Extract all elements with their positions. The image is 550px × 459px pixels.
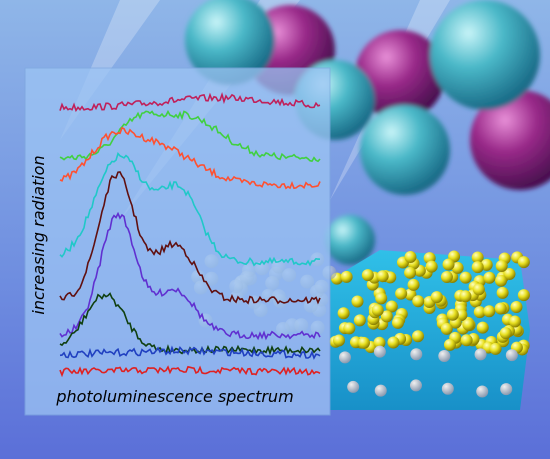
particle [495,274,508,287]
spectra [59,92,321,378]
particle [385,300,398,313]
particle [373,336,386,349]
particle [395,287,408,300]
particle [351,295,364,308]
particle [332,334,345,347]
particle [375,292,388,305]
x-label: photoluminescence spectrum [55,387,293,406]
particle [380,310,393,323]
spectrum-curve [59,365,321,378]
sphere [438,350,451,363]
particle [391,316,404,329]
particle [412,295,425,308]
particle [459,271,472,284]
particle [508,315,521,328]
particle [471,251,484,264]
spectrum-curve [59,92,321,113]
spectrum-curve [59,211,321,341]
sphere [505,349,518,362]
particle [357,336,370,349]
particle [473,306,486,319]
nanoparticles [329,250,530,356]
sphere [339,351,352,364]
particle [517,256,530,269]
particle [337,307,350,320]
spectrum-curve [59,171,321,305]
particle [343,322,356,335]
particle [499,327,512,340]
particle [483,271,496,284]
particle [480,258,493,271]
sphere [500,383,513,396]
particle [404,288,417,301]
spectrum-curve [59,345,321,360]
particle [510,301,523,314]
particle [442,258,455,271]
particle [404,251,417,264]
particle [411,330,424,343]
particle [496,286,509,299]
particle [407,278,420,291]
sphere [347,380,360,393]
spectrum-curve [59,109,321,163]
particle [451,261,464,274]
particle [476,321,489,334]
particle [361,269,374,282]
particle [404,266,417,279]
particle [494,302,507,315]
sphere [373,345,386,358]
sphere [410,348,423,361]
particle [443,338,456,351]
sphere [476,385,489,398]
particle [340,270,353,283]
particle [446,308,459,321]
spectrum-curve [59,126,321,190]
particle [440,270,453,283]
particle [483,305,496,318]
particle [387,336,400,349]
sphere [474,348,487,361]
particle [440,322,453,335]
particle [353,314,366,327]
particle [517,289,530,302]
particle [489,342,502,355]
y-label: increasing radiation [29,155,48,314]
particle [495,260,508,273]
particle [371,304,384,317]
particle [472,283,485,296]
particle [430,291,443,304]
spectrum-curve [59,152,321,267]
particle [503,267,516,280]
particle [471,261,484,274]
sphere [409,379,422,392]
particle [459,290,472,303]
particle [460,334,473,347]
sphere [374,384,387,397]
particle [376,270,389,283]
spectrum-panel [24,67,331,416]
particle [462,318,475,331]
sphere [441,382,454,395]
particle [425,260,438,273]
